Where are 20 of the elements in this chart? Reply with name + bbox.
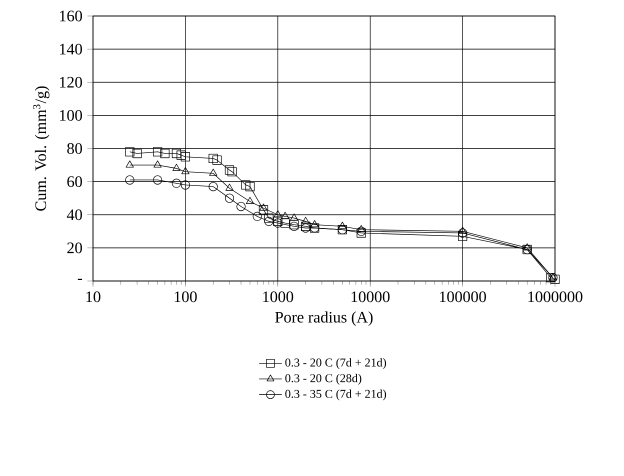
- y-tick-label: 60: [67, 176, 82, 188]
- x-tick-label: 100: [174, 291, 197, 302]
- y-tick-label: -: [78, 278, 82, 280]
- x-tick-label: 1000: [263, 291, 294, 302]
- y-tick-label: 140: [60, 44, 82, 55]
- legend-label: 0.3 - 20 C (28d): [285, 374, 362, 385]
- y-tick-label: 160: [60, 10, 82, 22]
- legend-label: 0.3 - 35 C (7d + 21d): [285, 389, 386, 400]
- y-tick-label: 40: [66, 209, 82, 220]
- y-tick-label: 20: [67, 242, 82, 254]
- x-tick-label: 1000000: [528, 291, 582, 302]
- x-axis-title: Pore radius (A): [275, 311, 373, 326]
- y-tick-label: 120: [60, 76, 82, 88]
- x-tick-label: 100000: [440, 291, 486, 302]
- legend-label: 0.3 - 20 C (7d + 21d): [285, 358, 386, 370]
- y-axis-title: Cum. Vol. (mm$^{3}$/g): [33, 86, 50, 211]
- y-tick-label: 80: [67, 143, 82, 154]
- x-tick-label: 10000: [352, 291, 390, 302]
- x-tick-label: 10: [86, 291, 100, 302]
- y-tick-label: 100: [60, 110, 82, 121]
